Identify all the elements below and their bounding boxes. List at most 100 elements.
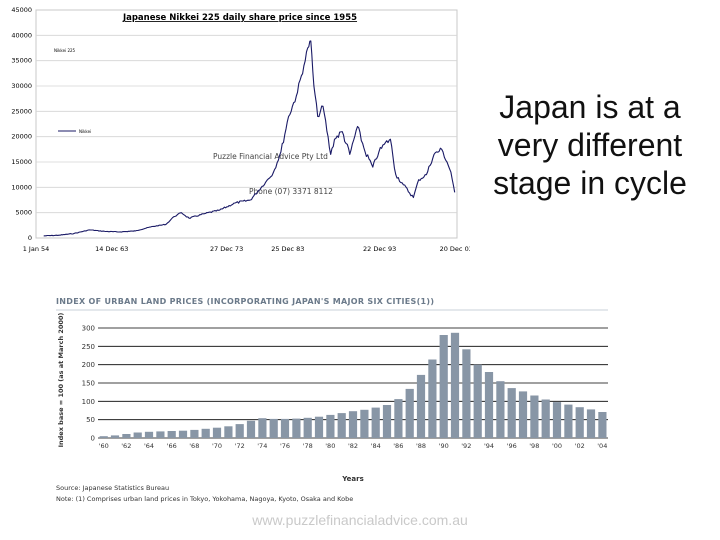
footer-website: www.puzzlefinancialadvice.com.au [252, 512, 468, 528]
urban-bar-90 [439, 335, 448, 438]
urban-bar-81 [337, 413, 346, 438]
urban-bar-84 [371, 407, 380, 438]
nikkei-x-tick-label: 1 Jan 54 [23, 245, 50, 253]
urban-bar-62 [122, 434, 131, 438]
nikkei-series-label: Nikkei 225 [54, 48, 76, 53]
urban-x-tick-label: '98 [529, 442, 539, 450]
urban-bar-01 [564, 404, 573, 438]
nikkei-y-tick-label: 15000 [11, 158, 32, 166]
urban-y-axis-label: Index base = 100 (as at March 2000) [57, 313, 65, 448]
urban-bar-72 [235, 424, 244, 438]
urban-y-tick-label: 50 [86, 416, 95, 424]
urban-x-tick-label: '70 [212, 442, 222, 450]
urban-x-tick-label: '74 [257, 442, 267, 450]
nikkei-y-ticks: 0 5000 10000 15000 20000 25000 30000 35000 40000… [11, 6, 32, 242]
urban-y-ticks: 0 50 100 150 200 250 300 [82, 325, 95, 443]
urban-bar-00 [552, 402, 562, 438]
nikkei-y-tick-label: 35000 [11, 57, 32, 65]
urban-x-tick-label: '64 [144, 442, 154, 450]
urban-bar-85 [382, 405, 392, 438]
urban-bar-64 [144, 431, 154, 438]
urban-x-tick-label: '68 [189, 442, 199, 450]
urban-bar-74 [258, 418, 267, 438]
nikkei-y-tick-label: 5000 [15, 209, 32, 217]
urban-x-tick-label: '60 [99, 442, 109, 450]
urban-x-axis-label: Years [341, 475, 364, 483]
nikkei-x-tick-label: 22 Dec 93 [363, 245, 396, 253]
urban-bar-87 [405, 388, 414, 438]
urban-x-tick-label: '76 [280, 442, 290, 450]
urban-bar-76 [280, 418, 290, 438]
urban-bar-99 [541, 399, 550, 438]
nikkei-gridlines [36, 34, 457, 214]
urban-y-tick-label: 250 [82, 343, 95, 351]
urban-bar-79 [314, 416, 324, 438]
urban-bar-04 [598, 412, 607, 438]
urban-bar-71 [224, 426, 233, 438]
urban-land-chart: INDEX OF URBAN LAND PRICES (INCORPORATIN… [56, 297, 608, 503]
nikkei-y-tick-label: 0 [28, 234, 32, 242]
urban-bar-92 [462, 349, 471, 438]
urban-bar-73 [246, 420, 256, 438]
urban-bars [99, 332, 607, 438]
urban-bar-97 [518, 391, 528, 438]
urban-x-tick-label: '82 [348, 442, 358, 450]
urban-x-ticks: '60 '62 '64 '66 '68 '70 '72 '74 '76 '78 '80 '82 '84 '… [99, 442, 608, 450]
nikkei-y-tick-label: 40000 [11, 31, 32, 39]
nikkei-x-tick-label: 14 Dec 63 [95, 245, 128, 253]
urban-x-tick-label: '80 [325, 442, 335, 450]
urban-bar-61 [110, 435, 120, 438]
urban-chart-title: INDEX OF URBAN LAND PRICES (INCORPORATIN… [56, 297, 434, 306]
urban-x-tick-label: '94 [484, 442, 494, 450]
urban-bar-63 [133, 432, 142, 438]
nikkei-x-tick-label: 25 Dec 83 [271, 245, 304, 253]
nikkei-x-ticks: 1 Jan 54 14 Dec 63 27 Dec 73 25 Dec 83 22 De… [23, 245, 470, 253]
nikkei-y-tick-label: 20000 [11, 133, 32, 141]
nikkei-title: Japanese Nikkei 225 daily share price si… [122, 13, 357, 23]
urban-bar-75 [269, 418, 278, 438]
urban-x-tick-label: '78 [303, 442, 313, 450]
nikkei-y-tick-label: 30000 [11, 82, 32, 90]
nikkei-watermark-phone: Phone (07) 3371 8112 [249, 187, 333, 196]
urban-x-tick-label: '84 [371, 442, 381, 450]
urban-x-tick-label: '92 [461, 442, 471, 450]
nikkei-y-tick-label: 45000 [11, 6, 32, 14]
urban-bar-86 [394, 399, 403, 438]
urban-y-tick-label: 200 [82, 361, 95, 369]
urban-bar-77 [292, 418, 301, 438]
urban-bar-89 [428, 359, 437, 438]
nikkei-x-tick-label: 20 Dec 03 [440, 245, 470, 253]
urban-source: Source: Japanese Statistics Bureau [56, 484, 169, 492]
urban-bar-95 [496, 381, 505, 438]
urban-bar-70 [212, 427, 222, 438]
urban-x-tick-label: '62 [121, 442, 131, 450]
urban-bar-68 [190, 429, 199, 438]
urban-bar-60 [99, 436, 108, 438]
urban-x-tick-label: '86 [393, 442, 403, 450]
urban-bar-98 [530, 395, 539, 438]
urban-bar-88 [416, 374, 426, 438]
urban-bar-66 [167, 431, 176, 438]
nikkei-legend-label: Nikkei [79, 129, 91, 134]
urban-bar-65 [156, 431, 165, 438]
urban-y-tick-label: 150 [82, 380, 95, 388]
urban-x-tick-label: '96 [507, 442, 517, 450]
urban-y-tick-label: 100 [82, 398, 95, 406]
urban-x-tick-label: '00 [552, 442, 562, 450]
urban-x-tick-label: '72 [235, 442, 245, 450]
urban-bar-69 [201, 428, 210, 438]
slide-title: Japan is at a very different stage in cy… [493, 89, 687, 201]
urban-y-tick-label: 0 [91, 435, 95, 443]
urban-bar-67 [178, 430, 188, 438]
urban-bar-96 [507, 388, 516, 438]
urban-bar-03 [586, 409, 596, 438]
urban-note: Note: (1) Comprises urban land prices in… [56, 495, 353, 503]
urban-y-tick-label: 300 [82, 325, 95, 333]
urban-bar-80 [326, 414, 335, 438]
urban-bar-83 [360, 409, 369, 438]
nikkei-x-tick-label: 27 Dec 73 [210, 245, 243, 253]
urban-bar-94 [484, 372, 494, 438]
urban-bar-93 [473, 364, 482, 438]
urban-bar-02 [575, 407, 584, 438]
nikkei-plot-frame [35, 9, 458, 239]
